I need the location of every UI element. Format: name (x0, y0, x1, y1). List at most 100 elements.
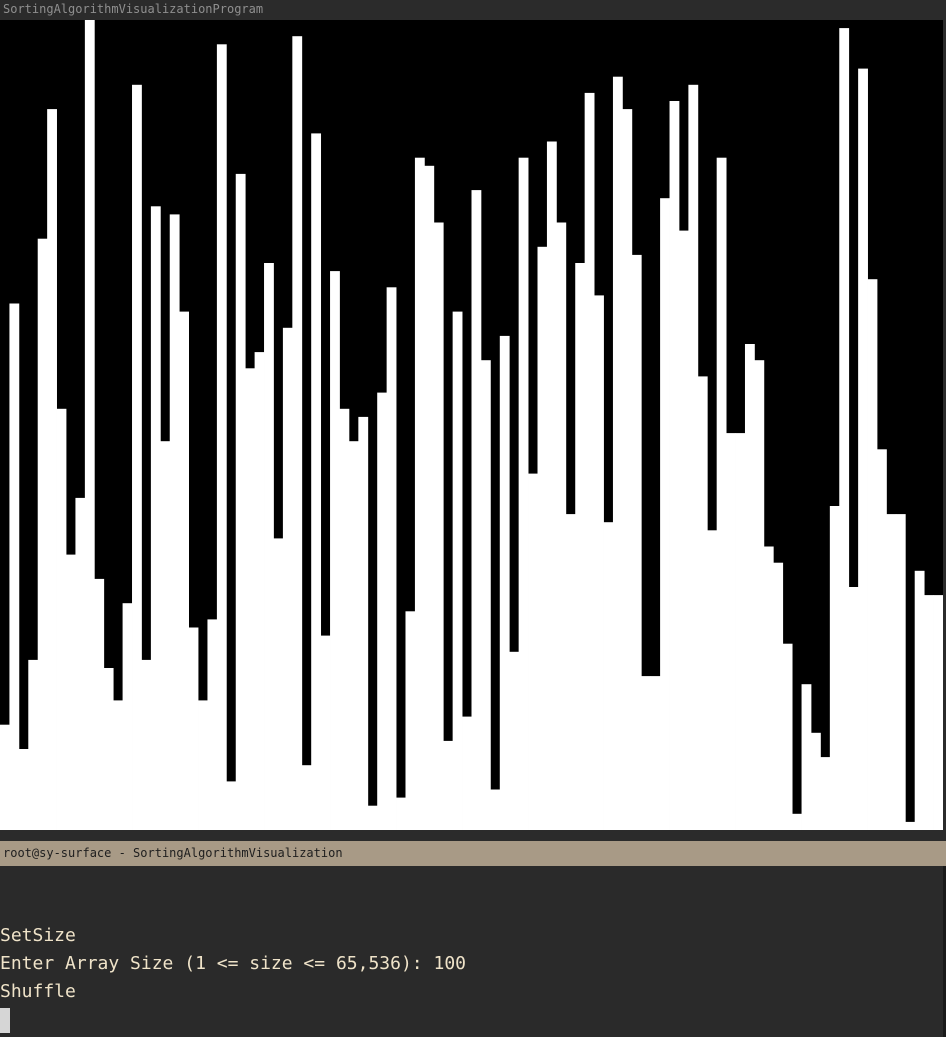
bar-11 (103, 668, 114, 830)
bar-8 (75, 497, 86, 830)
bar-36 (339, 408, 350, 830)
bar-27 (254, 352, 265, 830)
bar-15 (141, 659, 152, 830)
bar-23 (216, 44, 227, 830)
bar-18 (169, 214, 180, 830)
bar-26 (245, 368, 256, 830)
bar-chart-canvas (0, 20, 943, 830)
bar-64 (603, 522, 614, 830)
bar-21 (198, 700, 208, 830)
terminal-body[interactable] (0, 866, 943, 1037)
bar-20 (188, 627, 199, 830)
bar-60 (565, 514, 576, 830)
bar-72 (678, 230, 689, 830)
bar-5 (47, 109, 57, 830)
bar-25 (235, 173, 246, 830)
bar-44 (414, 157, 425, 830)
bar-87 (820, 757, 831, 830)
bar-57 (537, 246, 548, 830)
bar-82 (773, 562, 784, 830)
bar-65 (612, 76, 623, 830)
bar-68 (641, 676, 652, 830)
bar-42 (396, 797, 406, 830)
bar-95 (895, 514, 906, 830)
bar-6 (56, 408, 67, 830)
bar-14 (132, 84, 142, 830)
bar-40 (377, 392, 388, 830)
bar-19 (179, 311, 189, 830)
bar-90 (848, 587, 859, 830)
bar-2 (18, 749, 29, 830)
bar-34 (320, 635, 331, 830)
bar-89 (839, 28, 850, 830)
bar-62 (584, 92, 595, 830)
bar-71 (669, 101, 680, 830)
bar-3 (28, 659, 39, 830)
visualizer-window-title: SortingAlgorithmVisualizationProgram (3, 2, 264, 16)
bar-73 (688, 84, 699, 830)
bar-88 (829, 506, 840, 830)
bar-10 (94, 578, 105, 830)
bar-47 (443, 740, 454, 830)
bar-66 (622, 109, 633, 830)
bar-61 (575, 263, 586, 830)
bar-50 (471, 190, 482, 830)
bar-70 (660, 198, 670, 830)
bar-22 (207, 619, 218, 830)
bar-99 (933, 595, 943, 830)
bar-24 (226, 781, 237, 830)
bar-92 (867, 279, 878, 830)
visualizer-titlebar[interactable]: SortingAlgorithmVisualizationProgram (0, 0, 946, 20)
bar-52 (490, 789, 501, 830)
bar-45 (424, 165, 435, 830)
bar-1 (9, 303, 20, 830)
bar-85 (801, 684, 812, 830)
bar-56 (528, 473, 538, 830)
bar-29 (273, 538, 284, 830)
bar-9 (84, 20, 95, 830)
bar-30 (282, 327, 293, 830)
bar-81 (763, 546, 774, 830)
bar-49 (462, 716, 472, 830)
bar-83 (782, 643, 793, 830)
bar-chart (0, 20, 943, 830)
bar-48 (452, 311, 463, 830)
bar-16 (150, 206, 161, 830)
bar-91 (858, 68, 868, 830)
terminal-line-array-size-prompt: Enter Array Size (1 <= size <= 65,536): … (0, 953, 466, 974)
bar-75 (707, 530, 718, 830)
bar-80 (754, 360, 765, 830)
terminal-line-setsize: SetSize (0, 925, 76, 946)
bar-53 (499, 335, 510, 830)
bar-54 (509, 651, 520, 830)
bar-98 (924, 595, 934, 830)
bar-93 (876, 449, 887, 830)
bar-43 (405, 611, 416, 830)
terminal-window-title: root@sy-surface - SortingAlgorithmVisual… (3, 846, 343, 860)
bar-94 (886, 514, 897, 830)
bar-55 (518, 157, 529, 830)
bar-12 (113, 700, 123, 830)
bar-35 (330, 271, 340, 830)
bar-33 (311, 133, 322, 830)
bar-63 (594, 295, 604, 830)
bar-38 (358, 416, 369, 830)
bar-59 (556, 222, 567, 830)
bar-51 (480, 360, 491, 830)
bar-86 (810, 732, 821, 830)
bar-74 (697, 376, 708, 830)
bar-41 (386, 287, 397, 830)
bar-31 (292, 36, 303, 830)
bar-84 (792, 813, 802, 830)
bar-32 (301, 765, 312, 830)
bar-39 (367, 805, 378, 830)
bar-28 (264, 263, 274, 830)
bar-97 (914, 570, 925, 830)
bar-67 (631, 254, 642, 830)
bar-78 (735, 433, 746, 830)
terminal-line-shuffle: Shuffle (0, 981, 76, 1002)
bar-76 (716, 157, 727, 830)
bar-13 (122, 603, 133, 830)
bar-77 (726, 433, 736, 830)
terminal-titlebar[interactable]: root@sy-surface - SortingAlgorithmVisual… (0, 841, 946, 866)
